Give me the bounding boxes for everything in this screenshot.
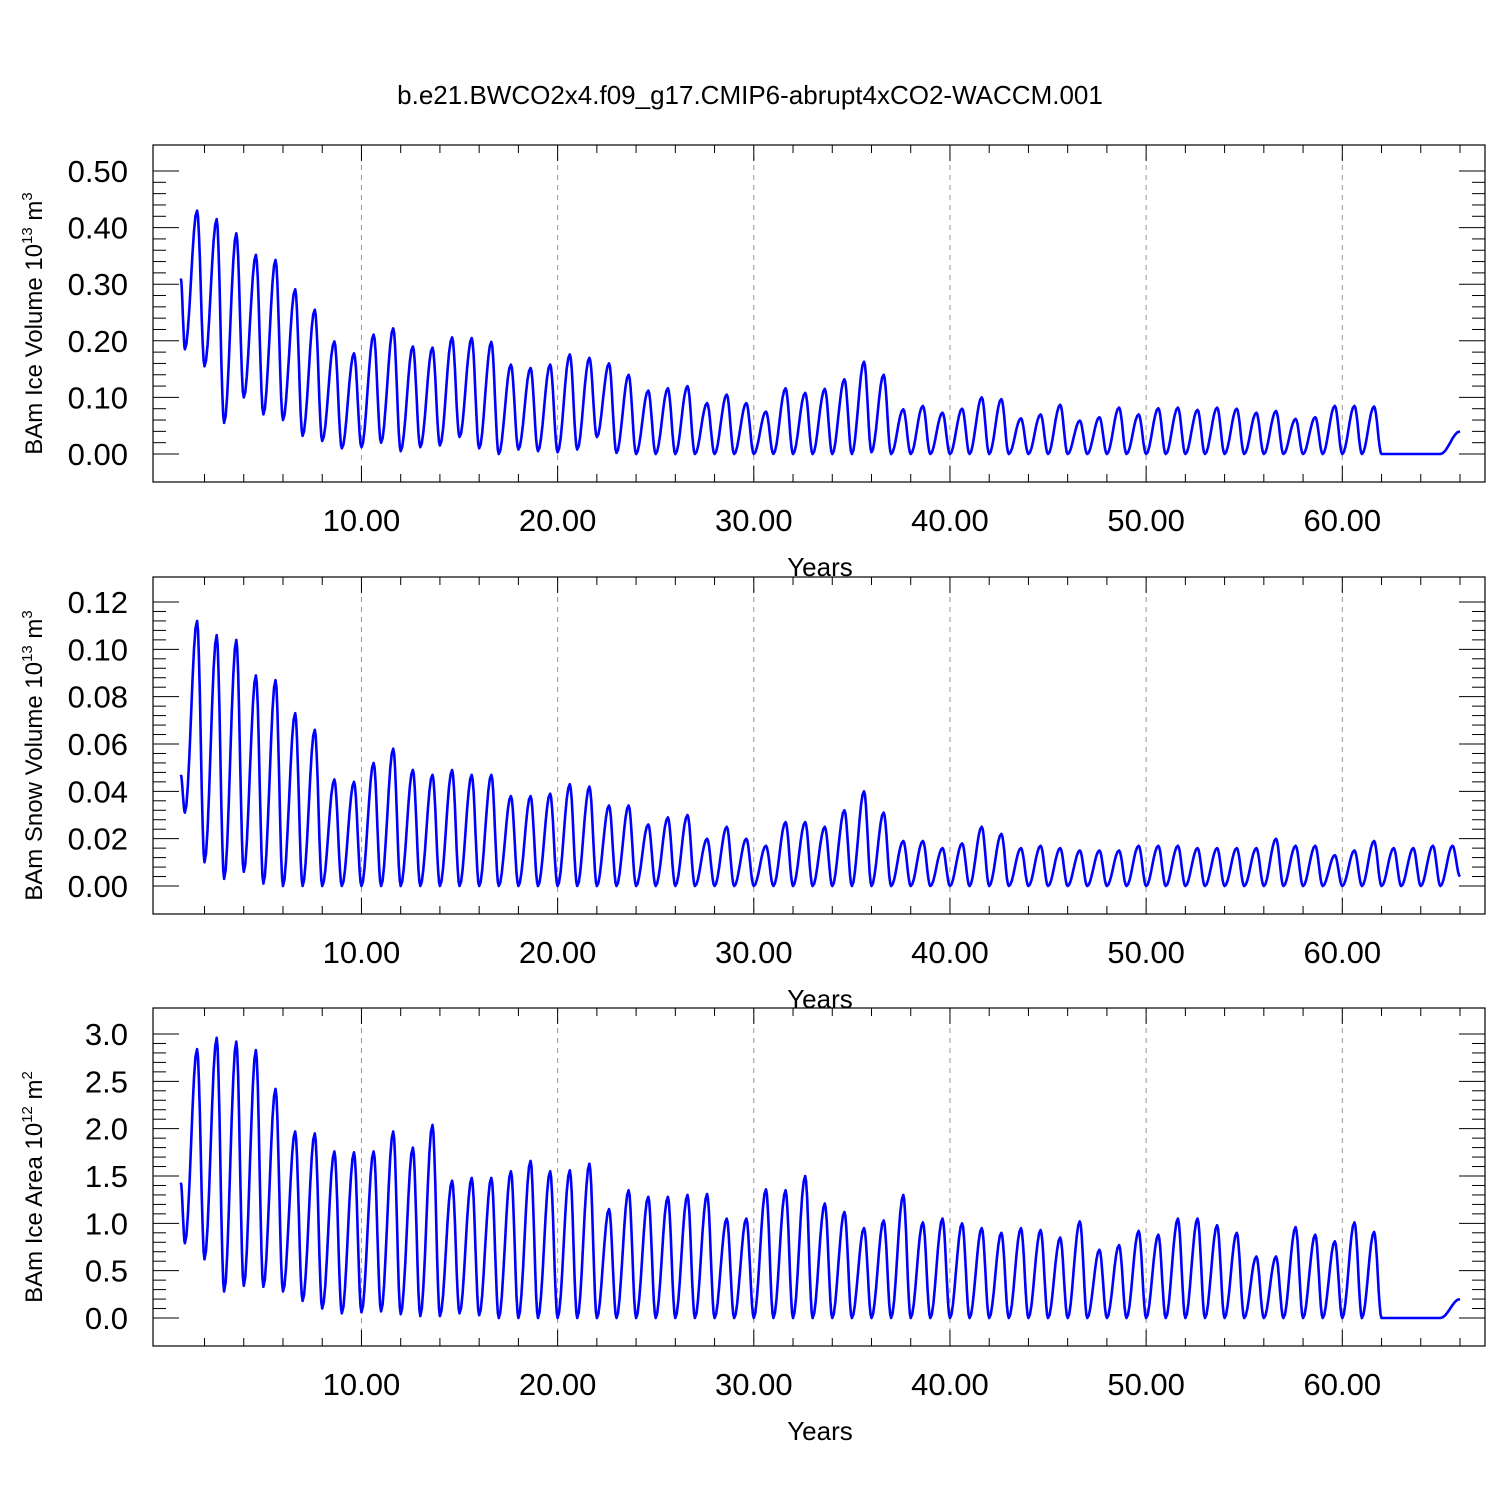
y-axis-label-text: BAm Ice Volume 10 [21, 244, 48, 455]
y-tick-label: 1.5 [85, 1159, 128, 1194]
y-tick-label: 0.50 [68, 154, 128, 189]
y-tick-label: 0.06 [68, 727, 128, 762]
y-axis-label-text: BAm Ice Area 10 [21, 1123, 48, 1303]
y-tick-label: 0.00 [68, 869, 128, 904]
y-tick-label: 0.04 [68, 774, 128, 809]
x-axis-label: Years [787, 1416, 853, 1446]
chart-panel-1: 10.00 20.00 30.00 40.00 50.00 60.00 0.00 0.10 0.… [19, 144, 1486, 582]
x-tick-label: 30.00 [715, 1367, 793, 1402]
x-tick-label: 50.00 [1107, 503, 1185, 538]
x-tick-label: 60.00 [1304, 935, 1382, 970]
plot-frame [152, 144, 1486, 483]
y-tick-label: 0.0 [85, 1301, 128, 1336]
x-tick-label: 10.00 [323, 1367, 401, 1402]
x-tick-label: 60.00 [1304, 1367, 1382, 1402]
series-line [179, 209, 1461, 456]
plot-frame [152, 576, 1486, 915]
y-tick-label: 0.40 [68, 211, 128, 246]
x-tick-label: 10.00 [323, 503, 401, 538]
y-axis-label-unit-power: 3 [19, 610, 36, 618]
x-tick-label: 40.00 [911, 503, 989, 538]
x-tick-label: 20.00 [519, 935, 597, 970]
y-tick-label: 2.5 [85, 1064, 128, 1099]
y-tick-label: 0.5 [85, 1254, 128, 1289]
y-tick-label: 1.0 [85, 1206, 128, 1241]
y-axis-label-exponent: 13 [19, 645, 36, 662]
x-tick-label: 30.00 [715, 935, 793, 970]
y-tick-label: 0.02 [68, 822, 128, 857]
y-axis-label: BAm Ice Volume 1013 m3 [19, 192, 48, 454]
chart-panel-2: 10.00 20.00 30.00 40.00 50.00 60.00 0.00 0.02 0.… [19, 576, 1486, 1014]
y-tick-label: 3.0 [85, 1017, 128, 1052]
y-tick-label: 0.20 [68, 324, 128, 359]
x-axis-label: Years [787, 984, 853, 1014]
y-axis-label-unit: m [21, 1079, 48, 1106]
y-tick-label: 0.08 [68, 680, 128, 715]
y-tick-label: 2.0 [85, 1112, 128, 1147]
y-tick-label: 0.30 [68, 267, 128, 302]
y-axis-label: BAm Ice Area 1012 m2 [19, 1071, 48, 1303]
series-line [179, 1036, 1461, 1320]
y-tick-label: 0.00 [68, 437, 128, 472]
x-tick-label: 50.00 [1107, 1367, 1185, 1402]
x-tick-label: 50.00 [1107, 935, 1185, 970]
y-axis-label-exponent: 13 [19, 227, 36, 244]
x-tick-label: 60.00 [1304, 503, 1382, 538]
x-tick-label: 30.00 [715, 503, 793, 538]
y-axis-label-unit: m [21, 201, 48, 228]
figure-title: b.e21.BWCO2x4.f09_g17.CMIP6-abrupt4xCO2-… [397, 80, 1103, 110]
plot-frame [152, 1007, 1486, 1347]
x-tick-label: 20.00 [519, 1367, 597, 1402]
y-tick-label: 0.10 [68, 632, 128, 667]
y-tick-label: 0.10 [68, 380, 128, 415]
y-axis-label-text: BAm Snow Volume 10 [21, 662, 48, 901]
series-line [179, 619, 1462, 888]
y-axis-label-exponent: 12 [19, 1106, 36, 1123]
chart-panel-3: 10.00 20.00 30.00 40.00 50.00 60.00 0.0 0.5 1.0 1… [19, 1007, 1486, 1446]
x-tick-label: 40.00 [911, 935, 989, 970]
y-axis-label-unit: m [21, 619, 48, 646]
y-axis-label-unit-power: 2 [19, 1071, 36, 1079]
y-tick-label: 0.12 [68, 585, 128, 620]
y-axis-label: BAm Snow Volume 1013 m3 [19, 610, 48, 901]
x-tick-label: 10.00 [323, 935, 401, 970]
x-tick-label: 20.00 [519, 503, 597, 538]
y-axis-label-unit-power: 3 [19, 192, 36, 200]
x-tick-label: 40.00 [911, 1367, 989, 1402]
